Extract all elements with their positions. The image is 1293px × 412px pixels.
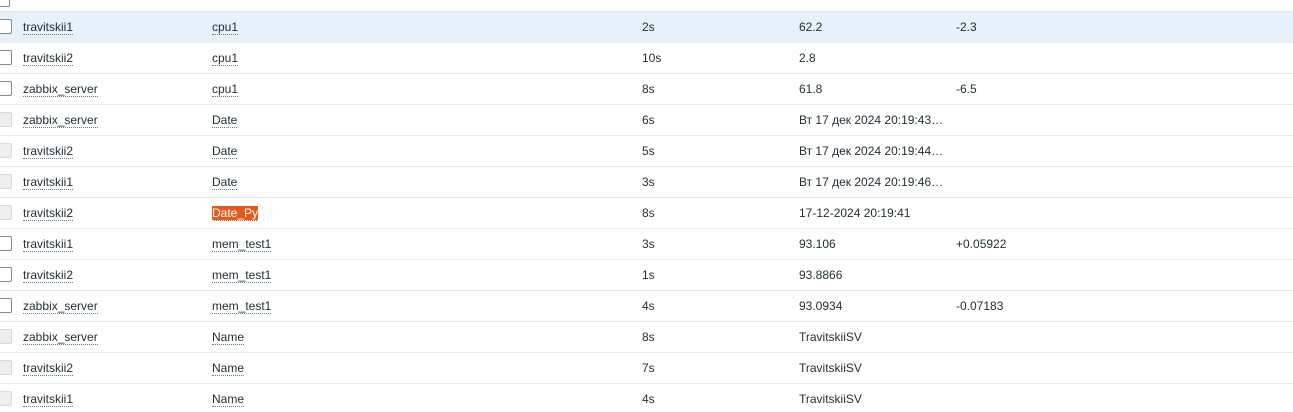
item-name-link[interactable]: cpu1: [212, 20, 239, 35]
host-link[interactable]: travitskii2: [23, 206, 74, 221]
change-cell: -6.5: [956, 82, 977, 96]
table-row: zabbix_server mem_test1 4s 93.0934 -0.07…: [0, 291, 1293, 322]
item-name-link[interactable]: Name: [212, 361, 245, 376]
table-row: travitskii2 Name 7s TravitskiiSV: [0, 353, 1293, 384]
last-value-cell: 93.106: [799, 237, 836, 251]
interval-cell: 7s: [642, 361, 655, 375]
interval-cell: 6s: [642, 113, 655, 127]
item-name-link[interactable]: mem_test1: [212, 268, 272, 283]
table-row: zabbix_server Name 8s TravitskiiSV: [0, 322, 1293, 353]
host-link[interactable]: travitskii1: [23, 175, 74, 190]
last-value-cell: Вт 17 дек 2024 20:19:44…: [799, 144, 944, 158]
interval-cell: 4s: [642, 299, 655, 313]
table-row: travitskii1 cpu1 2s 62.2 -2.3: [0, 12, 1293, 43]
table-row: travitskii1 Name 4s TravitskiiSV: [0, 384, 1293, 412]
row-checkbox: [0, 391, 12, 406]
last-value-cell: TravitskiiSV: [799, 392, 862, 406]
last-value-cell: Вт 17 дек 2024 20:19:43…: [799, 113, 944, 127]
host-link[interactable]: zabbix_server: [23, 82, 98, 97]
host-link[interactable]: travitskii2: [23, 361, 74, 376]
interval-cell: 8s: [642, 330, 655, 344]
host-link[interactable]: travitskii1: [23, 392, 74, 407]
host-link[interactable]: travitskii1: [23, 20, 74, 35]
table-row: travitskii1 mem_test1 3s 93.106 +0.05922: [0, 229, 1293, 260]
host-link[interactable]: zabbix_server: [23, 330, 98, 345]
host-link[interactable]: travitskii1: [23, 237, 74, 252]
host-link[interactable]: travitskii2: [23, 51, 74, 66]
last-value-cell: 61.8: [799, 82, 823, 96]
host-link[interactable]: travitskii2: [23, 268, 74, 283]
last-value-cell: 2.8: [799, 51, 816, 65]
last-value-cell: 62.2: [799, 20, 823, 34]
table-row: zabbix_server Date 6s Вт 17 дек 2024 20:…: [0, 105, 1293, 136]
item-name-link[interactable]: Name: [212, 392, 245, 407]
change-cell: +0.05922: [956, 237, 1007, 251]
row-checkbox[interactable]: [0, 298, 12, 313]
row-checkbox[interactable]: [0, 236, 12, 251]
row-checkbox[interactable]: [0, 50, 12, 65]
select-all-checkbox[interactable]: [0, 0, 10, 7]
interval-cell: 3s: [642, 237, 655, 251]
item-name-link[interactable]: Date: [212, 113, 238, 128]
change-cell: -0.07183: [956, 299, 1004, 313]
item-name-link[interactable]: Name: [212, 330, 245, 345]
interval-cell: 1s: [642, 268, 655, 282]
last-value-cell: 17-12-2024 20:19:41: [799, 206, 911, 220]
table-row: travitskii2 Date 5s Вт 17 дек 2024 20:19…: [0, 136, 1293, 167]
table-header-partial: [0, 0, 1293, 12]
row-checkbox: [0, 329, 12, 344]
item-name-link-highlighted[interactable]: Date_Py: [212, 206, 259, 221]
interval-cell: 3s: [642, 175, 655, 189]
interval-cell: 8s: [642, 82, 655, 96]
row-checkbox[interactable]: [0, 19, 12, 34]
item-name-link[interactable]: cpu1: [212, 51, 239, 66]
item-name-link[interactable]: cpu1: [212, 82, 239, 97]
table-row: travitskii1 Date 3s Вт 17 дек 2024 20:19…: [0, 167, 1293, 198]
host-link[interactable]: zabbix_server: [23, 299, 98, 314]
table-row: travitskii2 Date_Py 8s 17-12-2024 20:19:…: [0, 198, 1293, 229]
item-name-link[interactable]: Date: [212, 144, 238, 159]
table-row: travitskii2 cpu1 10s 2.8: [0, 43, 1293, 74]
interval-cell: 8s: [642, 206, 655, 220]
table-row: zabbix_server cpu1 8s 61.8 -6.5: [0, 74, 1293, 105]
change-cell: -2.3: [956, 20, 977, 34]
row-checkbox: [0, 174, 12, 189]
last-value-cell: 93.8866: [799, 268, 843, 282]
row-checkbox: [0, 112, 12, 127]
host-link[interactable]: travitskii2: [23, 144, 74, 159]
row-checkbox: [0, 143, 12, 158]
row-checkbox[interactable]: [0, 267, 12, 282]
item-name-link[interactable]: Date: [212, 175, 238, 190]
row-checkbox: [0, 360, 12, 375]
interval-cell: 2s: [642, 20, 655, 34]
row-checkbox: [0, 205, 12, 220]
interval-cell: 10s: [642, 51, 662, 65]
last-value-cell: Вт 17 дек 2024 20:19:46…: [799, 175, 944, 189]
host-link[interactable]: zabbix_server: [23, 113, 98, 128]
last-value-cell: TravitskiiSV: [799, 361, 862, 375]
item-name-link[interactable]: mem_test1: [212, 237, 272, 252]
item-name-link[interactable]: mem_test1: [212, 299, 272, 314]
interval-cell: 4s: [642, 392, 655, 406]
last-value-cell: TravitskiiSV: [799, 330, 862, 344]
last-value-cell: 93.0934: [799, 299, 843, 313]
interval-cell: 5s: [642, 144, 655, 158]
row-checkbox[interactable]: [0, 81, 12, 96]
table-row: travitskii2 mem_test1 1s 93.8866: [0, 260, 1293, 291]
